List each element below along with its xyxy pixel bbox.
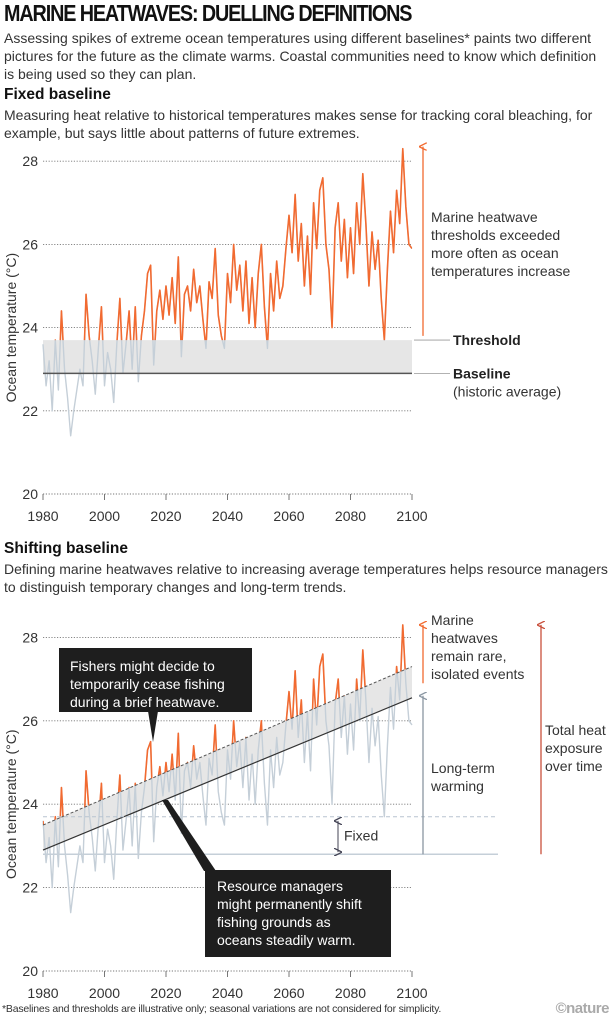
heatwaves-label: remain rare, <box>431 648 506 664</box>
total-heat-label: exposure <box>545 740 603 756</box>
total-heat-label: Total heat <box>545 722 606 738</box>
callout-box-fishers <box>59 648 252 712</box>
y-tick-label: 28 <box>22 629 38 645</box>
y-tick-label: 22 <box>22 880 38 896</box>
heatwaves-label: heatwaves <box>431 630 498 646</box>
x-tick-label: 2100 <box>396 508 427 524</box>
shifting-threshold-line <box>42 666 413 826</box>
annotation-line: Marine heatwave <box>431 209 538 225</box>
annotation-line: more often as ocean <box>431 245 559 261</box>
temperature-series-below-threshold <box>42 624 413 914</box>
y-tick-label: 24 <box>22 320 38 336</box>
y-tick-label: 20 <box>22 963 38 979</box>
y-tick-label: 26 <box>22 236 38 252</box>
x-tick-label: 2080 <box>335 985 366 1001</box>
threshold-label: Threshold <box>453 332 521 348</box>
callout-text: Resource managers <box>217 878 343 894</box>
page-title: MARINE HEATWAVES: DUELLING DEFINITIONS <box>4 0 412 26</box>
annotation-line: thresholds exceeded <box>431 227 560 243</box>
chart-1: 20 22 24 26 28 1980 2000 2020 2040 2060 2080 2100 Oc… <box>3 147 571 524</box>
threshold-band <box>43 340 412 374</box>
intro-text: Assessing spikes of extreme ocean temper… <box>4 30 597 82</box>
callout-text: might permanently shift <box>217 896 362 912</box>
x-tick-label: 2000 <box>89 985 120 1001</box>
y-tick-label: 26 <box>22 713 38 729</box>
callout-text: during a brief heatwave. <box>70 694 219 710</box>
heatwaves-label: isolated events <box>431 666 524 682</box>
annotation-line: temperatures increase <box>431 263 571 279</box>
long-term-label: Long-term <box>431 760 495 776</box>
total-heat-label: over time <box>545 758 603 774</box>
y-tick-label: 28 <box>22 153 38 169</box>
y-axis-label: Ocean temperature (°C) <box>3 253 19 403</box>
callout-text: temporarily cease fishing <box>70 676 225 692</box>
x-tick-label: 2100 <box>396 985 427 1001</box>
long-term-label: warming <box>430 778 484 794</box>
callout-pointer <box>148 711 158 742</box>
temperature-series-heatwave <box>43 147 412 341</box>
shifting-baseline-line <box>42 697 413 851</box>
callout-text: fishing grounds as <box>217 914 331 930</box>
fixed-description: Measuring heat relative to historical te… <box>4 107 593 141</box>
x-tick-label: 2020 <box>150 985 181 1001</box>
x-tick-label: 2060 <box>273 508 304 524</box>
nature-logo: ©nature <box>555 1000 610 1017</box>
y-tick-label: 22 <box>22 403 38 419</box>
baseline-label: Baseline <box>453 365 511 381</box>
chart-2: 20 22 24 26 28 1980 2000 2020 2040 2060 2080 2100 Oc… <box>3 612 606 1001</box>
shifting-description: Defining marine heatwaves relative to in… <box>4 561 608 595</box>
y-axis-label: Ocean temperature (°C) <box>3 729 19 879</box>
shifting-heading: Shifting baseline <box>4 540 129 557</box>
heatwaves-label: Marine <box>431 612 474 628</box>
fixed-heading: Fixed baseline <box>4 86 111 103</box>
x-tick-label: 2040 <box>212 985 243 1001</box>
callout-pointer <box>162 800 216 871</box>
fixed-label: Fixed <box>344 827 378 843</box>
baseline-sublabel: (historic average) <box>453 383 561 399</box>
y-tick-label: 20 <box>22 486 38 502</box>
callout-box-managers <box>205 870 391 957</box>
x-tick-label: 2000 <box>89 508 120 524</box>
x-tick-label: 2080 <box>335 508 366 524</box>
callout-text: Fishers might decide to <box>70 658 215 674</box>
x-tick-label: 2020 <box>150 508 181 524</box>
callout-text: oceans steadily warm. <box>217 932 356 948</box>
x-tick-label: 1980 <box>27 985 58 1001</box>
footnote: *Baselines and thresholds are illustrati… <box>2 1003 442 1015</box>
y-tick-label: 24 <box>22 796 38 812</box>
x-tick-label: 2060 <box>273 985 304 1001</box>
x-tick-label: 2040 <box>212 508 243 524</box>
x-tick-label: 1980 <box>27 508 58 524</box>
